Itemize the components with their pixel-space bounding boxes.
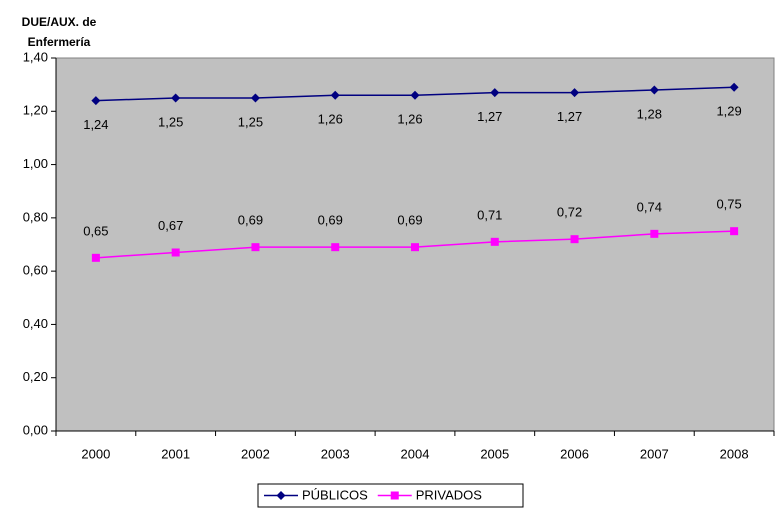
data-label: 1,25: [158, 114, 183, 129]
point: [251, 243, 260, 252]
data-label: 1,27: [557, 109, 582, 124]
point: [250, 93, 260, 103]
point: [331, 243, 340, 252]
data-label: 0,69: [397, 213, 422, 228]
x-tick-label: 2004: [401, 446, 430, 461]
point: [410, 90, 420, 100]
x-tick-label: 2003: [321, 446, 350, 461]
point: [171, 248, 180, 257]
y-tick-label: 1,20: [23, 103, 48, 118]
y-tick-label: 1,00: [23, 156, 48, 171]
x-tick-label: 2005: [480, 446, 509, 461]
data-label: 1,27: [477, 109, 502, 124]
point: [171, 93, 181, 103]
y-tick-label: 1,40: [23, 49, 48, 64]
axis-title: DUE/AUX. de Enfermería: [21, 15, 97, 49]
y-tick-label: 0,00: [23, 422, 48, 437]
x-tick-label: 2006: [560, 446, 589, 461]
y-tick-label: 0,40: [23, 316, 48, 331]
y-tick-label: 0,20: [23, 369, 48, 384]
point: [729, 82, 739, 92]
x-tick-label: 2000: [81, 446, 110, 461]
x-tick-label: 2001: [161, 446, 190, 461]
point: [490, 88, 500, 98]
point: [91, 253, 100, 262]
data-label: 1,28: [637, 106, 662, 121]
data-label: 0,65: [83, 223, 108, 238]
legend-marker: [390, 491, 399, 500]
legend-marker: [276, 491, 286, 500]
point: [411, 243, 419, 252]
data-label: 0,75: [716, 197, 741, 212]
data-label: 0,74: [637, 199, 662, 214]
data-label: 0,71: [477, 207, 502, 222]
legend-label: PÚBLICOS: [302, 487, 368, 502]
point: [490, 237, 499, 246]
data-label: 0,69: [318, 213, 343, 228]
point: [730, 227, 739, 236]
point: [650, 229, 659, 238]
point: [570, 88, 580, 98]
point: [649, 85, 659, 95]
point: [91, 96, 101, 106]
data-label: 1,26: [397, 112, 422, 127]
y-tick-label: 0,80: [23, 209, 48, 224]
data-label: 1,29: [716, 104, 741, 119]
data-label: 0,72: [557, 205, 582, 220]
legend-label: PRIVADOS: [416, 487, 483, 502]
y-tick-label: 0,60: [23, 263, 48, 278]
data-label: 0,69: [238, 213, 263, 228]
point: [570, 235, 579, 244]
data-label: 1,24: [83, 117, 108, 132]
x-tick-label: 2002: [241, 446, 270, 461]
x-tick-label: 2007: [640, 446, 669, 461]
data-label: 0,67: [158, 218, 183, 233]
point: [330, 90, 340, 100]
data-label: 1,25: [238, 114, 263, 129]
data-label: 1,26: [318, 112, 343, 127]
x-tick-label: 2008: [720, 446, 749, 461]
